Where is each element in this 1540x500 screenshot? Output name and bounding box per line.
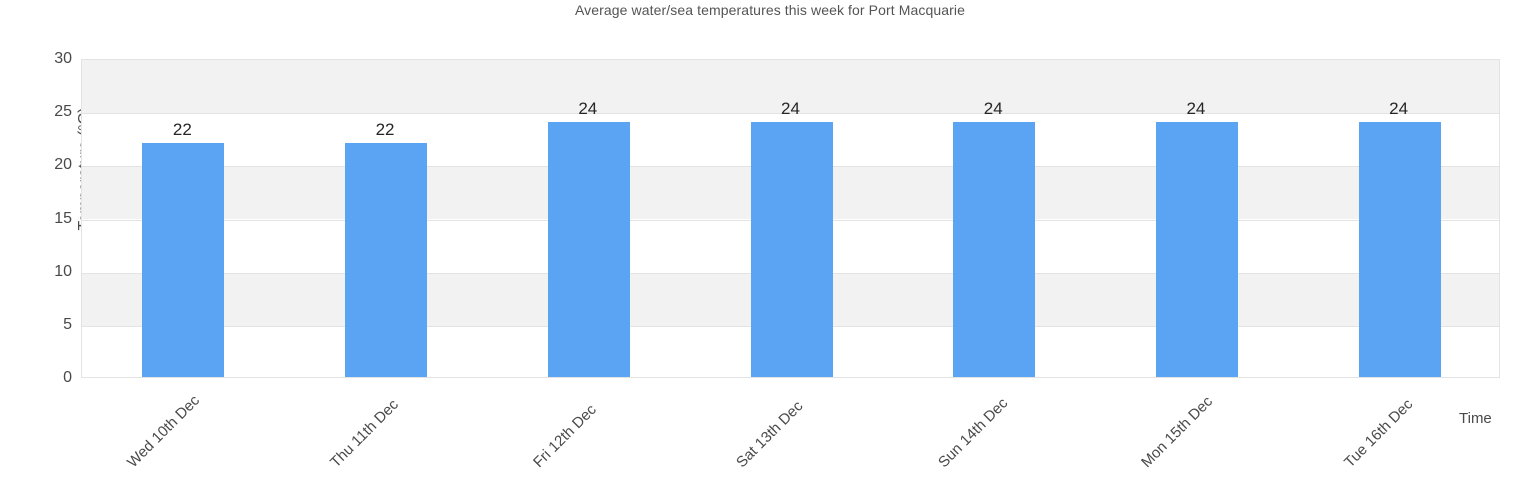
x-axis-tick-label: Wed 10th Dec xyxy=(124,391,204,472)
x-axis-tick-label: Mon 15th Dec xyxy=(1137,392,1216,472)
y-axis-tick-label: 25 xyxy=(54,103,72,121)
x-axis-title: Time xyxy=(1459,410,1492,427)
y-axis-tick-label: 30 xyxy=(54,50,72,67)
bar[interactable] xyxy=(345,143,428,377)
bar[interactable] xyxy=(547,121,630,377)
bar[interactable] xyxy=(953,121,1036,377)
y-axis-tick-labels: 0 5 10 15 20 25 30 xyxy=(0,0,72,500)
bar[interactable] xyxy=(1155,121,1238,377)
chart-title: Average water/sea temperatures this week… xyxy=(574,2,966,18)
bar[interactable] xyxy=(1358,121,1441,377)
y-axis-tick-label: 0 xyxy=(63,369,72,386)
gridline xyxy=(82,113,1499,114)
plot-area xyxy=(81,59,1500,378)
x-axis-tick-label: Sat 13th Dec xyxy=(732,397,806,472)
x-axis-tick-label: Tue 16th Dec xyxy=(1340,395,1416,472)
y-axis-tick-label: 15 xyxy=(54,209,72,227)
bar[interactable] xyxy=(750,121,833,377)
bar[interactable] xyxy=(142,143,225,377)
y-axis-tick-label: 20 xyxy=(54,156,72,174)
x-axis-tick-labels: Wed 10th Dec Thu 11th Dec Fri 12th Dec Sat … xyxy=(0,389,1540,500)
x-axis-tick-label: Sun 14th Dec xyxy=(935,394,1012,472)
x-axis-tick-label: Thu 11th Dec xyxy=(327,396,402,472)
y-axis-tick-label: 10 xyxy=(54,262,72,280)
background-band xyxy=(82,60,1499,114)
x-axis-tick-label: Fri 12th Dec xyxy=(529,401,600,472)
y-axis-tick-label: 5 xyxy=(63,315,72,333)
